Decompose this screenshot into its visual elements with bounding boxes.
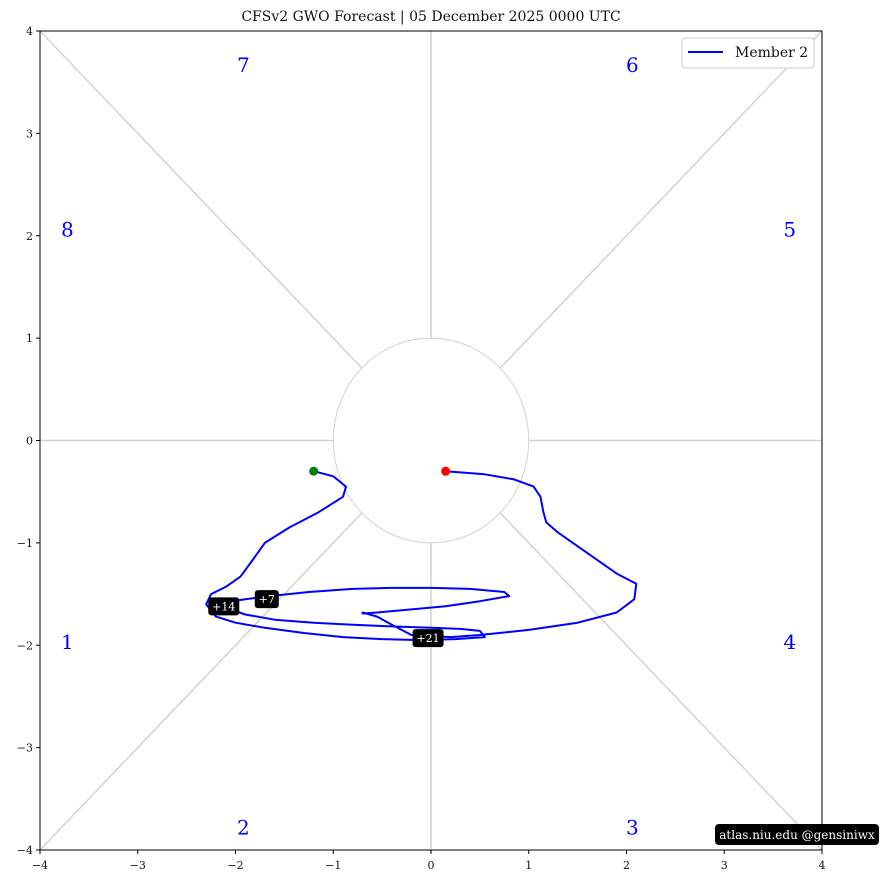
y-tick-label: 0 <box>26 435 33 448</box>
x-tick-label: −3 <box>130 859 146 872</box>
y-axis-ticks: −4 −3 −2 −1 0 1 2 3 4 <box>17 25 40 857</box>
y-tick-label: −4 <box>17 844 33 857</box>
x-tick-label: −2 <box>227 859 243 872</box>
phase-label-8: 8 <box>61 218 74 242</box>
guide-diagonal-upper-left <box>39 30 363 369</box>
day-marker-box <box>208 597 240 616</box>
credit-badge: atlas.niu.edu @gensiniwx <box>715 824 879 845</box>
phase-label-1: 1 <box>61 630 74 654</box>
y-tick-label: −3 <box>17 742 33 755</box>
phase-label-2: 2 <box>237 815 250 839</box>
x-tick-label: −1 <box>325 859 341 872</box>
phase-label-7: 7 <box>237 53 250 77</box>
x-tick-label: 3 <box>721 859 728 872</box>
x-tick-label: 2 <box>623 859 630 872</box>
series-start-point <box>441 466 451 476</box>
phase-labels: 1 2 3 4 5 6 7 8 <box>61 53 796 840</box>
phase-label-3: 3 <box>626 815 639 839</box>
y-tick-label: −1 <box>17 537 33 550</box>
x-tick-label: −4 <box>32 859 48 872</box>
y-tick-label: 3 <box>26 127 33 140</box>
credit-text: atlas.niu.edu @gensiniwx <box>719 828 875 842</box>
legend-label: Member 2 <box>735 45 808 61</box>
y-tick-label: −2 <box>17 639 33 652</box>
phase-label-4: 4 <box>783 630 796 654</box>
credit-background <box>715 824 879 845</box>
day-marker-label: +14 <box>212 600 235 613</box>
day-marker-label: +21 <box>416 632 439 645</box>
y-tick-label: 4 <box>26 25 33 38</box>
guide-diagonal-upper-right <box>499 30 823 369</box>
day-marker-label: +7 <box>259 593 275 606</box>
phase-guides <box>39 30 823 851</box>
series-end-point <box>309 466 319 476</box>
phase-label-5: 5 <box>783 218 796 242</box>
y-tick-label: 1 <box>26 332 33 345</box>
guide-diagonal-lower-left <box>39 512 363 851</box>
legend: Member 2 <box>681 37 815 69</box>
unit-circle <box>332 337 530 544</box>
x-tick-label: 4 <box>819 859 826 872</box>
chart-title: CFSv2 GWO Forecast | 05 December 2025 00… <box>241 9 620 25</box>
day-marker-box <box>412 629 444 648</box>
x-tick-label: 1 <box>525 859 532 872</box>
guide-diagonal-lower-right <box>499 512 823 851</box>
y-tick-label: 2 <box>26 230 33 243</box>
day-marker-box <box>254 590 279 609</box>
legend-box <box>681 37 815 69</box>
x-axis-ticks: −4 −3 −2 −1 0 1 2 3 4 <box>32 850 826 872</box>
day-markers: +7 +14 +21 <box>208 590 444 648</box>
x-tick-label: 0 <box>428 859 435 872</box>
phase-label-6: 6 <box>626 53 639 77</box>
